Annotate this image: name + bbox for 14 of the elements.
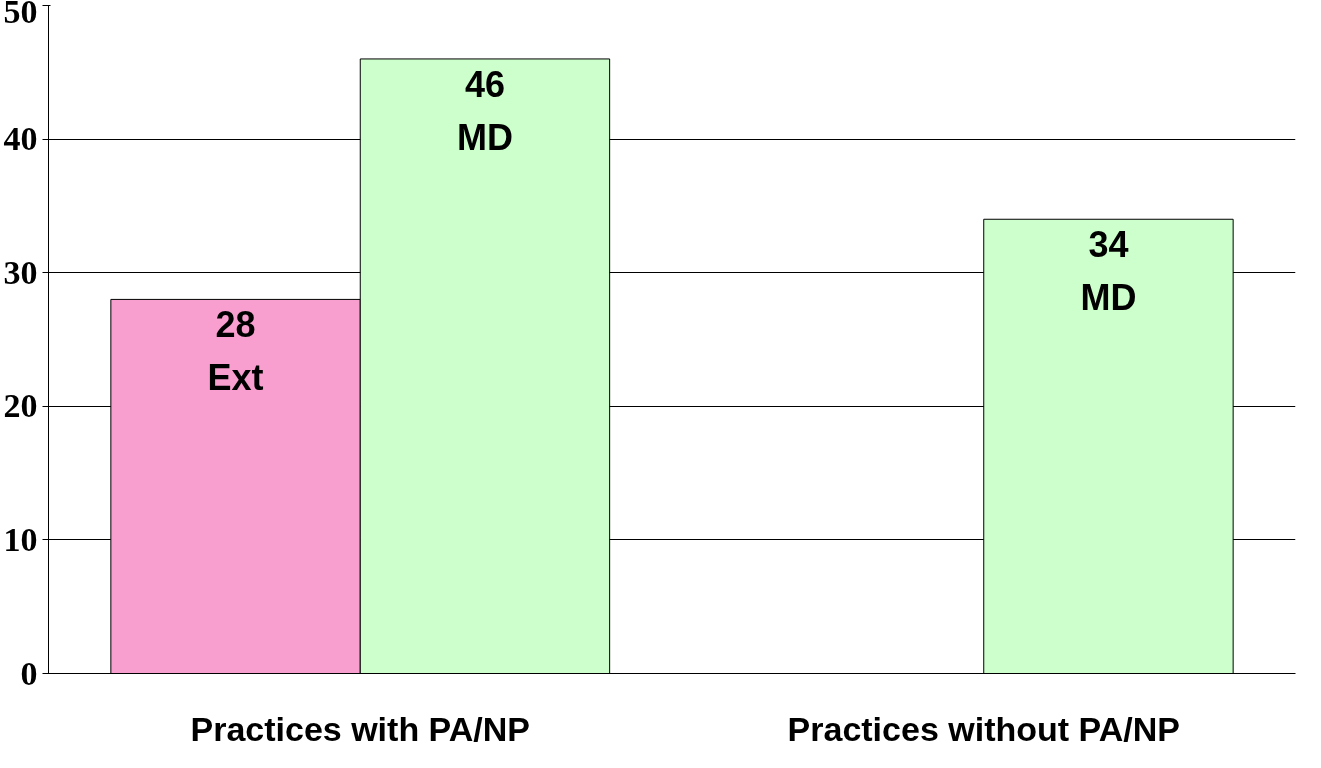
series-label: Ext — [207, 357, 264, 399]
y-tick-label: 30 — [3, 253, 38, 291]
series-label: MD — [456, 116, 513, 158]
text: MD — [1080, 277, 1137, 319]
y-tick-label: 10 — [3, 520, 38, 558]
data-label: 34 — [1088, 224, 1129, 266]
y-tick-label: 0 — [20, 654, 38, 692]
y-tick-label: 20 — [3, 387, 38, 425]
data-label: 28 — [215, 304, 256, 346]
x-tick-label: Practices without PA/NP — [787, 709, 1180, 748]
y-tick-label: 40 — [3, 120, 38, 158]
data-label: 46 — [464, 63, 505, 105]
y-tick-label: 50 — [3, 0, 38, 30]
x-tick-label: Practices with PA/NP — [190, 709, 531, 748]
